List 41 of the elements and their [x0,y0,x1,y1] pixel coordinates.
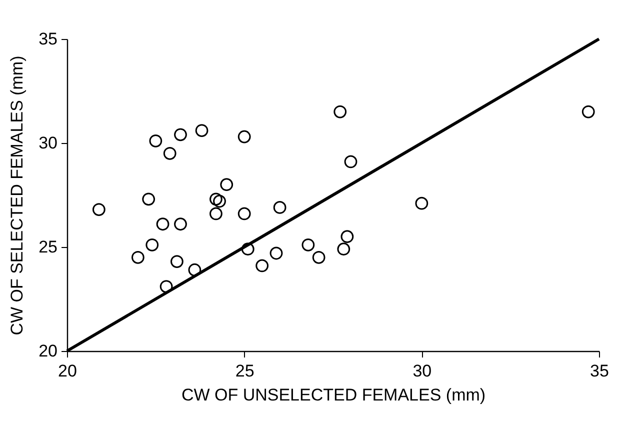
point [188,263,202,276]
point [156,218,170,231]
x-axis-title: CW OF UNSELECTED FEMALES (mm) [181,386,486,404]
point [273,201,286,214]
y-tick-label: 30 [38,134,58,152]
point [146,238,159,252]
point [142,192,156,206]
y-tick-label: 35 [38,30,58,48]
point [170,255,184,268]
point [131,250,144,264]
point [415,196,428,210]
x-tick-label: 35 [590,362,609,380]
y-tick-label: 20 [38,342,58,360]
point [334,105,347,118]
y-axis-title: CW OF SELECTED FEMALES (mm) [8,56,27,336]
point [344,155,358,168]
point [337,242,350,256]
point [256,259,269,272]
point [220,178,234,192]
point [238,207,251,220]
point [238,130,251,144]
point [195,124,208,137]
point [210,192,222,206]
point [160,280,173,293]
x-tick-label: 30 [412,362,432,380]
point [213,194,226,208]
x-tick-label: 25 [235,362,254,380]
point [174,128,187,142]
y-tick-label: 25 [38,238,58,256]
point [312,250,326,264]
point [149,134,162,148]
point [340,230,354,244]
point [163,146,176,160]
point [92,203,106,216]
point [174,218,187,231]
point [582,105,595,118]
point [302,238,315,252]
point [241,242,254,256]
x-tick-label: 20 [58,362,77,380]
point [210,207,222,220]
point [270,246,283,260]
